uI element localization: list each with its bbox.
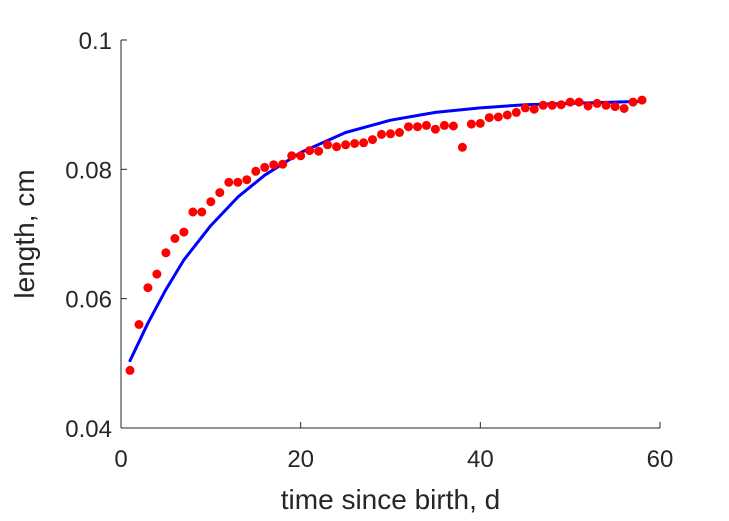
data-point — [538, 100, 548, 110]
data-point — [332, 142, 342, 152]
data-point — [493, 112, 503, 122]
data-point — [502, 110, 512, 120]
data-point — [350, 139, 360, 148]
data-point — [323, 140, 333, 150]
data-point — [242, 175, 252, 185]
y-tick-label: 0.08 — [65, 157, 112, 184]
data-point — [628, 97, 638, 107]
data-point — [404, 122, 413, 132]
data-point — [439, 120, 449, 130]
data-point — [197, 207, 207, 217]
data-point — [251, 166, 261, 176]
data-point — [448, 121, 458, 131]
x-axis-label: time since birth, d — [281, 484, 500, 515]
data-point — [296, 151, 306, 161]
data-point — [215, 188, 225, 198]
data-point — [430, 124, 440, 134]
data-point — [341, 140, 351, 150]
data-point — [161, 248, 171, 258]
data-point — [592, 98, 602, 108]
data-point — [152, 269, 162, 279]
data-point — [260, 162, 270, 172]
data-point — [637, 95, 647, 105]
data-point — [574, 97, 584, 107]
data-point — [269, 160, 279, 170]
data-point — [314, 146, 324, 156]
y-tick-label: 0.1 — [79, 28, 112, 55]
data-points-layer — [125, 95, 647, 375]
data-point — [413, 122, 422, 132]
data-point — [395, 128, 404, 137]
data-point — [610, 102, 620, 112]
data-point — [287, 151, 297, 161]
data-point — [134, 320, 144, 329]
data-point — [583, 101, 593, 111]
data-point — [457, 142, 467, 152]
data-point — [233, 177, 243, 187]
data-point — [125, 365, 135, 375]
data-point — [224, 177, 234, 187]
data-point — [475, 118, 485, 128]
y-tick-label: 0.06 — [65, 287, 112, 314]
data-point — [529, 104, 539, 114]
data-point — [565, 97, 575, 107]
data-point — [547, 100, 557, 110]
x-tick-label: 40 — [467, 446, 494, 473]
data-point — [466, 119, 476, 129]
data-point — [377, 129, 386, 139]
data-point — [520, 103, 530, 113]
data-point — [305, 146, 315, 156]
data-point — [206, 197, 216, 207]
data-point — [484, 113, 494, 123]
data-point — [359, 138, 369, 148]
x-tick-label: 0 — [114, 446, 127, 473]
data-point — [511, 107, 521, 117]
data-point — [179, 227, 189, 237]
data-point — [619, 104, 629, 113]
x-tick-label: 20 — [287, 446, 314, 473]
data-point — [368, 135, 377, 145]
data-point — [421, 120, 431, 130]
axes: 0 20 40 60 0.04 0.06 0.08 0.1 — [65, 28, 673, 473]
data-point — [556, 100, 566, 110]
fitted-curve-layer — [128, 99, 644, 363]
y-tick-label: 0.04 — [65, 416, 112, 443]
data-point — [170, 234, 180, 243]
x-tick-label: 60 — [647, 446, 674, 473]
fitted-curve — [128, 99, 644, 363]
data-point — [386, 129, 395, 139]
data-point — [143, 283, 153, 293]
data-point — [278, 159, 288, 169]
data-point — [188, 207, 198, 217]
data-point — [601, 100, 611, 110]
y-axis-label: length, cm — [9, 169, 40, 298]
